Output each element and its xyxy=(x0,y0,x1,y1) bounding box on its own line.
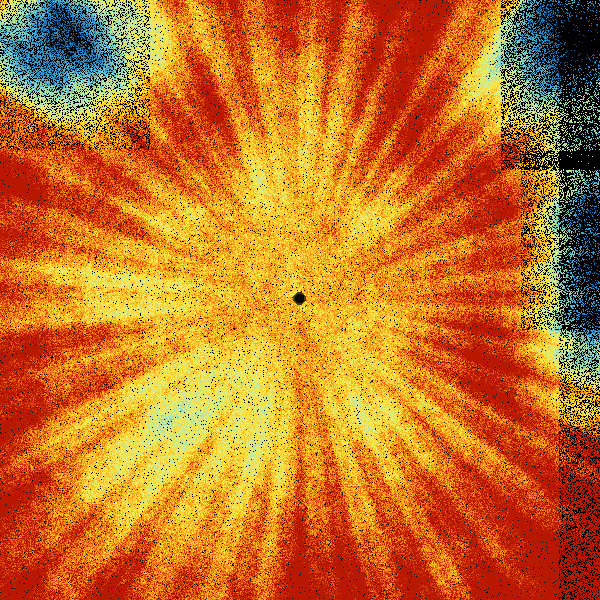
scattering-image-figure: Scattering Intensity Map jet xyxy=(0,0,600,600)
heatmap-canvas xyxy=(0,0,600,600)
